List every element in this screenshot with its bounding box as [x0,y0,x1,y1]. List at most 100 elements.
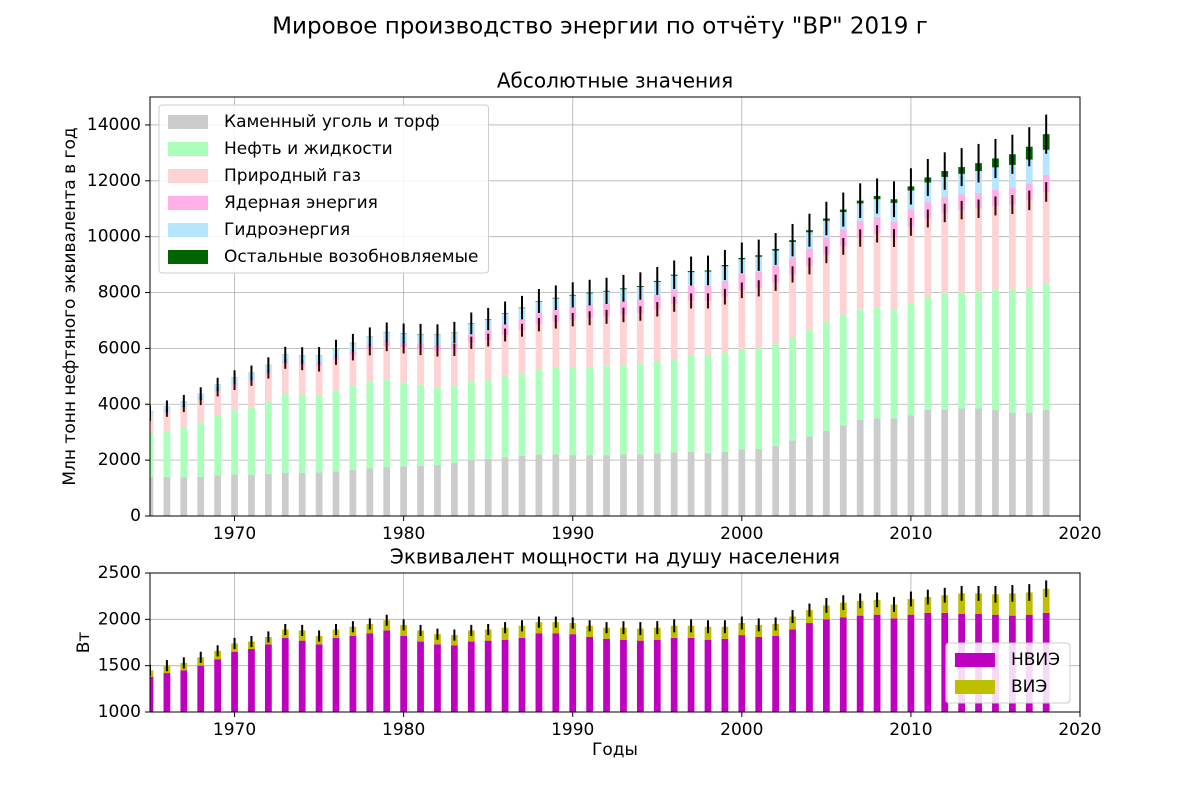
bar-segment [400,382,408,467]
bar-segment [806,330,813,437]
bar-segment [315,644,323,712]
bar-segment [535,324,543,370]
bar-segment [150,670,154,677]
bar-segment [332,637,340,712]
bar-segment [231,410,238,475]
bar-segment [552,321,560,368]
bar-segment [281,393,289,473]
bar-segment [366,349,374,382]
bar-segment [653,639,661,712]
bar-segment [163,430,171,477]
bar-segment [670,304,678,359]
bar-segment [653,360,661,454]
bar-segment [248,381,255,408]
bar-segment [467,641,475,712]
bar-segment [822,237,830,255]
bar-segment [755,636,763,712]
bar-segment [873,614,881,712]
bar-segment [704,355,712,454]
bar-segment [569,455,577,516]
bar-segment [1008,412,1016,516]
bar-segment [1025,200,1033,289]
y-tick-label: 12000 [87,171,141,191]
bar-segment [518,637,526,712]
bar-segment [518,330,526,374]
bar-segment [150,476,154,516]
bar-segment [484,340,492,381]
bar-segment [941,612,949,712]
bar-segment [806,248,813,266]
bar-segment [349,386,357,470]
bar-segment [755,348,763,449]
x-tick-label: 2000 [720,524,763,544]
bar-segment [552,367,560,455]
bar-segment [434,644,441,712]
bar-segment [150,676,154,712]
bar-segment [298,365,306,395]
bar-segment [924,218,932,297]
bar-segment [603,365,610,456]
bar-segment [873,233,881,308]
bar-segment [704,639,712,712]
bar-segment [298,472,306,516]
bar-segment [281,363,289,394]
bar-segment [924,409,932,516]
bar-segment [518,455,526,516]
bar-segment [687,300,695,356]
bar-segment [822,321,830,431]
bar-segment [738,290,746,349]
bar-segment [518,625,526,638]
axes-frame [149,96,1081,517]
bar-segment [450,386,458,463]
bar-segment [552,633,560,712]
bar-segment [603,316,610,366]
y-tick-label: 0 [130,506,141,526]
bar-segment [569,319,577,368]
bar-segment [755,448,763,516]
bar-segment [755,271,763,289]
bar-segment [772,636,780,712]
bar-segment [721,280,729,297]
figure-title: Мировое производство энергии по отчёту "… [272,14,928,40]
bar-segment [738,274,746,291]
y-axis-label: Вт [74,632,94,654]
legend: НВИЭ ВИЭ [945,642,1071,704]
bar-segment [231,651,238,712]
bar-segment [721,296,729,353]
bar-segment [856,220,864,239]
x-tick-label: 1990 [551,524,594,544]
bar-segment [535,369,543,455]
bar-segment [653,453,661,516]
bar-segment [417,465,424,516]
bar-segment [264,644,272,712]
x-tick-label: 2010 [889,720,932,740]
bar-segment [890,618,898,712]
bar-segment [535,633,543,712]
y-tick-label: 2000 [98,609,141,629]
bar-segment [150,411,154,417]
bar-segment [856,238,864,310]
bar-segment [806,623,813,712]
bar-segment [400,347,408,383]
bar-segment [298,640,306,712]
bar-segment [806,265,813,331]
legend-swatch [168,223,208,237]
bar-segment [975,408,982,516]
bar-segment [1008,289,1016,413]
bar-segment [383,379,391,468]
x-tick-label: 2010 [889,524,932,544]
bar-segment [180,407,188,428]
bar-segment [1042,588,1050,613]
bar-segment [941,409,949,516]
bar-segment [873,307,881,419]
bar-segment [484,380,492,459]
bar-segment [501,639,509,712]
plot-area [150,114,1050,516]
legend-frame [158,104,489,274]
bar-segment [417,384,424,466]
bar-segment [349,636,357,712]
bar-segment [180,670,188,712]
bar-segment [992,167,999,190]
bar-segment [332,471,340,516]
bar-segment [839,246,847,315]
